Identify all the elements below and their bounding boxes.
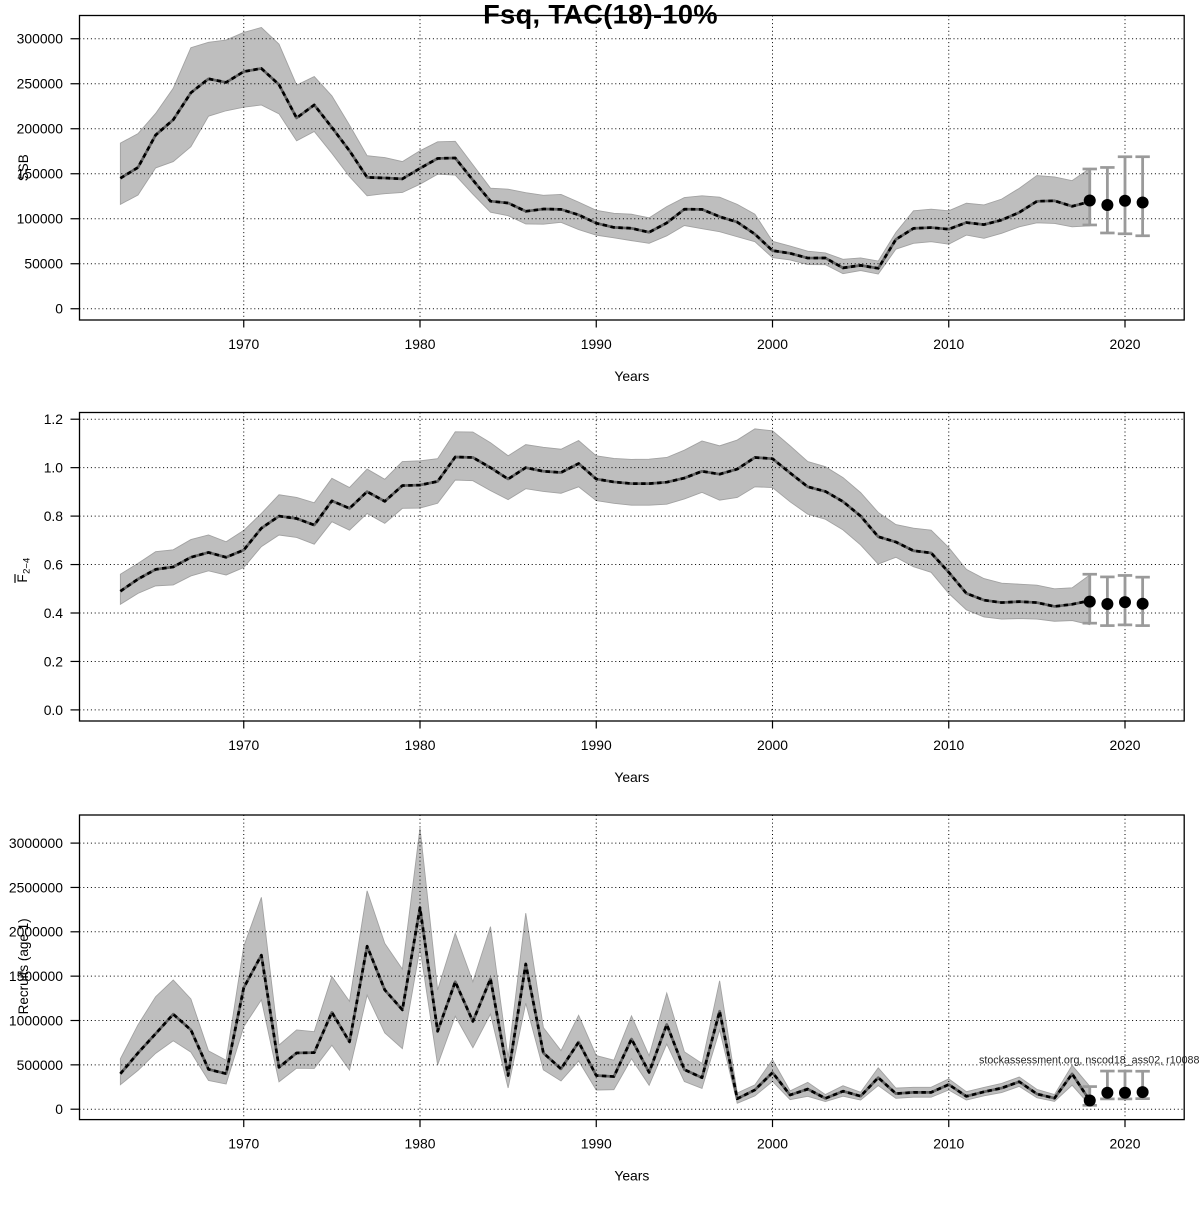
svg-text:1990: 1990 [581,1136,612,1152]
svg-text:Recruits (age 1): Recruits (age 1) [16,918,31,1014]
svg-text:2000: 2000 [757,336,788,352]
svg-text:Fsq, TAC(18)-10%: Fsq, TAC(18)-10% [483,0,718,30]
svg-text:100000: 100000 [17,211,64,227]
svg-text:300000: 300000 [17,31,64,47]
svg-text:2020: 2020 [1110,336,1141,352]
svg-text:1970: 1970 [228,336,259,352]
svg-text:0.8: 0.8 [44,508,64,524]
svg-text:2000: 2000 [757,1136,788,1152]
svg-text:500000: 500000 [17,1057,64,1073]
svg-text:2500000: 2500000 [9,879,63,895]
svg-text:1000000: 1000000 [9,1012,63,1028]
svg-text:F: F [15,574,30,582]
svg-text:1990: 1990 [581,336,612,352]
svg-text:150000: 150000 [17,166,64,182]
svg-text:0.0: 0.0 [44,702,64,718]
svg-text:stockassessment.org, nscod18_a: stockassessment.org, nscod18_ass02, r100… [979,1054,1199,1066]
svg-text:1.2: 1.2 [44,411,64,427]
svg-text:0: 0 [55,1101,63,1117]
svg-text:1970: 1970 [228,1136,259,1152]
svg-text:0.6: 0.6 [44,556,64,572]
svg-text:Years: Years [614,368,649,384]
svg-text:SSB: SSB [16,154,31,181]
svg-text:2−4: 2−4 [22,558,33,574]
svg-text:50000: 50000 [24,256,63,272]
svg-text:Years: Years [614,1168,649,1184]
svg-text:200000: 200000 [17,121,64,137]
svg-text:2020: 2020 [1110,737,1141,753]
svg-text:0: 0 [55,301,63,317]
svg-text:2010: 2010 [933,737,964,753]
svg-text:1500000: 1500000 [9,968,63,984]
svg-text:3000000: 3000000 [9,835,63,851]
svg-text:1980: 1980 [405,336,436,352]
svg-text:2010: 2010 [933,336,964,352]
svg-text:250000: 250000 [17,76,64,92]
svg-text:0.2: 0.2 [44,653,64,669]
svg-text:1980: 1980 [405,1136,436,1152]
svg-text:0.4: 0.4 [44,605,64,621]
svg-text:1970: 1970 [228,737,259,753]
svg-text:2000000: 2000000 [9,924,63,940]
svg-text:2020: 2020 [1110,1136,1141,1152]
svg-text:1980: 1980 [405,737,436,753]
svg-text:Years: Years [614,769,649,785]
svg-text:1990: 1990 [581,737,612,753]
svg-text:2010: 2010 [933,1136,964,1152]
svg-text:2000: 2000 [757,737,788,753]
svg-text:1.0: 1.0 [44,460,64,476]
